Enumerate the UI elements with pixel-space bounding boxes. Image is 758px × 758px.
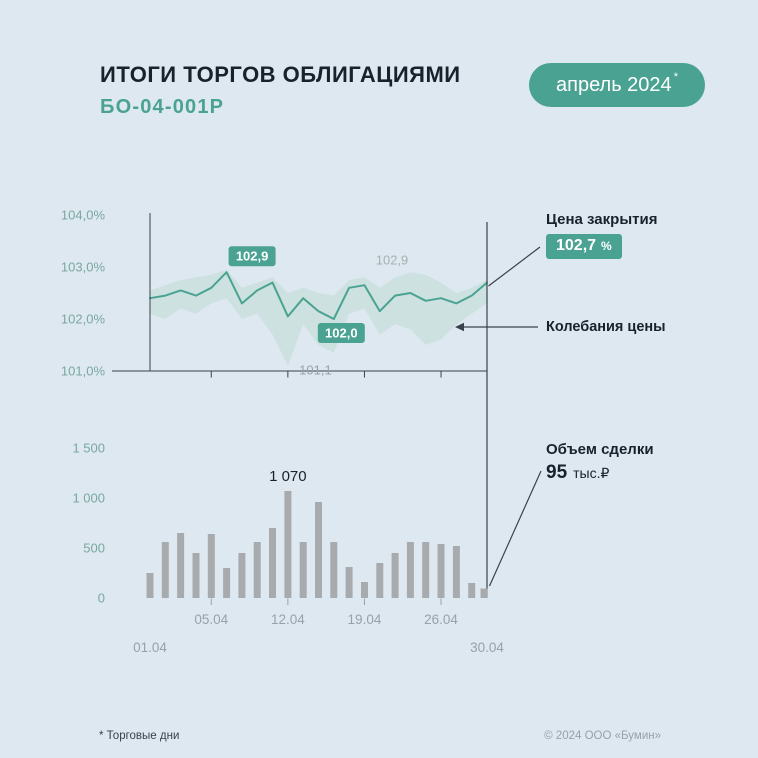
period-badge-asterisk: * — [673, 71, 678, 83]
closing-price-unit: % — [601, 239, 612, 253]
volume-ytick-label: 0 — [98, 591, 105, 606]
start-date-label: 01.04 — [133, 640, 167, 655]
price-line — [149, 271, 488, 320]
volume-bar — [391, 553, 399, 598]
volume-bar — [468, 583, 476, 598]
price-ytick-label: 102,0% — [61, 312, 106, 327]
period-badge: апрель 2024 * — [529, 63, 705, 107]
volume-connector — [488, 470, 542, 587]
volume-bar — [269, 528, 276, 598]
fluctuation-label: Колебания цены — [546, 319, 666, 335]
volume-bar — [422, 542, 430, 598]
closing-price-value: 102,7 — [556, 237, 597, 254]
volume-bar — [161, 542, 169, 598]
volume-bar — [315, 502, 322, 598]
volume-bar — [238, 553, 246, 598]
volume-bar — [437, 544, 445, 598]
volume-ytick-label: 1 500 — [72, 441, 105, 456]
volume-max-label: 1 070 — [269, 468, 307, 485]
date-tick-label: 05.04 — [194, 612, 228, 627]
volume-bar — [406, 542, 414, 598]
volume-bar — [376, 563, 384, 598]
peak-badge-text: 102,9 — [236, 249, 269, 264]
footnote-trading-days: * Торговые дни — [99, 730, 180, 742]
closing-price-connector — [488, 246, 541, 287]
date-tick-label: 12.04 — [271, 612, 305, 627]
volume-bar — [330, 542, 338, 598]
volume-title: Объем сделки — [546, 441, 654, 458]
volume-bar — [177, 533, 185, 598]
closing-price-badge: 102,7 % — [546, 234, 622, 259]
volume-bar — [207, 534, 215, 598]
price-ytick-label: 104,0% — [61, 208, 106, 223]
peak-badge-bg — [228, 246, 276, 267]
trough-badge-text: 102,0 — [325, 326, 358, 341]
price-band — [150, 269, 487, 366]
volume-bar — [480, 588, 488, 598]
volume-number: 95 — [546, 462, 568, 483]
volume-bar — [223, 568, 231, 598]
volume-bar — [192, 553, 200, 598]
date-tick-label: 19.04 — [348, 612, 382, 627]
fluctuation-arrowhead — [455, 322, 464, 332]
volume-bar — [284, 491, 292, 598]
volume-bar — [253, 542, 261, 598]
volume-bar — [345, 567, 353, 598]
volume-ytick-label: 1 000 — [72, 491, 105, 506]
band-high-label: 102,9 — [376, 252, 409, 267]
bond-name: БО-04-001Р — [100, 96, 225, 118]
band-low-label: 101,1 — [299, 363, 332, 378]
price-ytick-label: 103,0% — [61, 260, 106, 275]
trough-badge-bg — [317, 323, 365, 343]
volume-bar — [299, 542, 307, 598]
volume-bar — [452, 546, 460, 598]
page-title: ИТОГИ ТОРГОВ ОБЛИГАЦИЯМИ — [100, 62, 461, 87]
volume-unit: тыс.₽ — [573, 465, 610, 481]
price-ytick-label: 101,0% — [61, 364, 106, 379]
volume-bar — [361, 582, 368, 598]
copyright: © 2024 ООО «Бумин» — [544, 730, 661, 742]
volume-value: 95 тыс.₽ — [546, 462, 609, 484]
closing-price-title: Цена закрытия — [546, 211, 658, 228]
volume-ytick-label: 500 — [83, 541, 105, 556]
period-badge-label: апрель 2024 — [556, 73, 672, 96]
volume-bar — [146, 573, 154, 598]
end-date-label: 30.04 — [470, 640, 504, 655]
date-tick-label: 26.04 — [424, 612, 458, 627]
